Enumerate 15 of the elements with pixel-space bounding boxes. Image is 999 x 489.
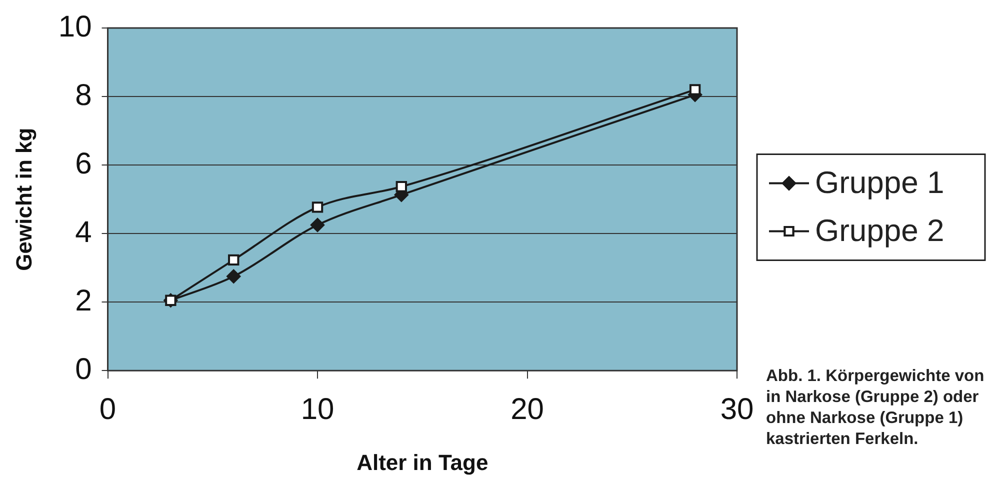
legend-label: Gruppe 1 [815, 164, 944, 200]
y-tick-label: 10 [58, 10, 92, 44]
y-tick-label: 8 [75, 78, 92, 112]
x-tick-label: 20 [510, 392, 544, 426]
y-tick-label: 4 [75, 216, 92, 249]
x-tick-label: 0 [99, 392, 116, 426]
x-axis-title: Alter in Tage [356, 450, 488, 475]
y-axis-title: Gewicht in kg [11, 128, 36, 271]
y-tick-label: 2 [75, 284, 92, 318]
y-tick-label: 0 [75, 352, 92, 386]
y-tick-label: 6 [75, 147, 92, 180]
x-tick-label: 30 [720, 392, 754, 426]
x-tick-label: 10 [300, 392, 334, 426]
caption: Abb. 1. Körpergewichte von in Narkose (Gruppe 2) oder ohne Narkose (Gruppe 1) kastrierten Ferkeln. [766, 366, 986, 450]
legend-label: Gruppe 2 [815, 212, 944, 248]
